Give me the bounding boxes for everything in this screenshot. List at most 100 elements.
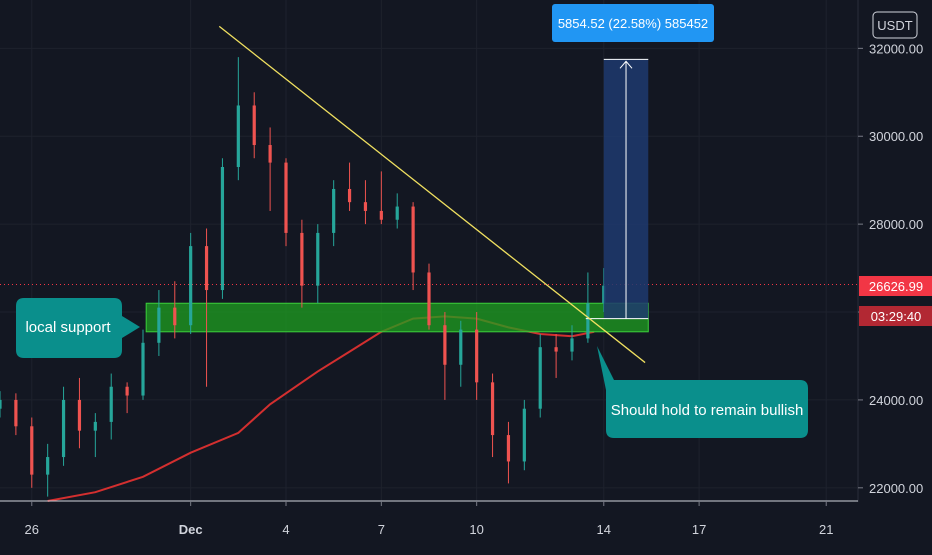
- candle: [125, 382, 129, 414]
- measure-label-box: [552, 4, 714, 42]
- candle-body: [93, 421, 97, 431]
- candle-body: [189, 246, 193, 326]
- candle-body: [61, 399, 66, 458]
- candle: [411, 202, 415, 291]
- candle-body: [395, 206, 399, 220]
- candle-body: [236, 105, 240, 167]
- price-tick-label: 24000.00: [869, 393, 923, 408]
- candle: [284, 158, 288, 247]
- candle: [61, 386, 66, 466]
- candle-body: [157, 307, 161, 343]
- candle: [379, 171, 383, 225]
- time-tick-label: 14: [597, 522, 611, 537]
- candle: [554, 334, 558, 378]
- candle: [252, 92, 256, 159]
- candle-body: [522, 408, 526, 462]
- candle: [427, 263, 431, 330]
- candle-body: [506, 435, 511, 462]
- last-price-label: 26626.99: [869, 279, 923, 294]
- price-tick-label: 30000.00: [869, 129, 923, 144]
- candle: [141, 329, 145, 400]
- callout-text: local support: [25, 319, 111, 336]
- candle: [363, 180, 368, 225]
- support-zone: [145, 302, 649, 333]
- candle: [268, 127, 272, 211]
- candle-body: [443, 325, 447, 365]
- measure-label-text: 5854.52 (22.58%) 585452: [558, 16, 708, 31]
- candle-body: [554, 347, 558, 352]
- candle: [236, 57, 240, 181]
- countdown-tag: [859, 306, 932, 326]
- price-tick-label: 28000.00: [869, 217, 923, 232]
- candle-body: [475, 329, 479, 383]
- time-tick-label: Dec: [179, 522, 203, 537]
- candle: [316, 224, 320, 304]
- candle-body: [14, 399, 18, 427]
- candle: [570, 325, 574, 361]
- candle: [46, 443, 50, 497]
- time-tick-label: 21: [819, 522, 833, 537]
- candle: [30, 417, 34, 488]
- candle: [506, 421, 511, 484]
- candle-body: [46, 457, 50, 475]
- candles-layer: [0, 57, 606, 497]
- callout-shape: [16, 298, 140, 358]
- candle-body: [490, 382, 495, 436]
- candle-body: [347, 188, 352, 203]
- candle: [586, 272, 590, 343]
- candle-body: [538, 347, 542, 409]
- candle-body: [379, 210, 383, 220]
- candle-body: [204, 246, 209, 291]
- candle: [395, 193, 399, 229]
- countdown-label: 03:29:40: [871, 309, 922, 324]
- currency-badge[interactable]: USDT: [872, 11, 918, 39]
- time-tick-label: 10: [469, 522, 483, 537]
- candle-body: [141, 342, 145, 396]
- candle: [300, 219, 304, 308]
- time-axis[interactable]: 26 Dec 4 7 10 14 17 21: [25, 501, 834, 537]
- price-tick-label: 22000.00: [869, 481, 923, 496]
- candle: [443, 312, 447, 400]
- candle: [77, 377, 82, 449]
- measure-arrow-head: [619, 60, 633, 69]
- candle-body: [332, 188, 336, 233]
- candle: [109, 373, 113, 440]
- candle-body: [316, 232, 320, 286]
- candle: [459, 320, 463, 387]
- measure-label: 5854.52 (22.58%) 585452: [552, 4, 714, 42]
- hold-callout: Should hold to remain bullish: [597, 346, 808, 438]
- candle: [522, 399, 526, 471]
- time-tick-label: 26: [25, 522, 39, 537]
- price-tick-label: 32000.00: [869, 41, 923, 56]
- currency-label: USDT: [877, 18, 912, 33]
- candle-body: [173, 307, 177, 326]
- candle-body: [109, 386, 113, 422]
- candle-body: [77, 399, 82, 431]
- candle-body: [220, 167, 225, 291]
- candle: [204, 228, 209, 387]
- candle-body: [300, 232, 304, 286]
- candle: [93, 413, 97, 458]
- trendline: [218, 25, 646, 364]
- candle: [173, 281, 177, 339]
- candle: [0, 391, 2, 418]
- candle: [14, 393, 18, 436]
- candle-body: [252, 105, 256, 146]
- candle-body: [363, 202, 368, 211]
- candle-body: [284, 162, 288, 233]
- trendline-layer: [218, 25, 646, 364]
- time-axis-background: [0, 502, 932, 550]
- candle-body: [570, 338, 574, 352]
- local-support-callout: local support: [16, 298, 140, 358]
- candle-body: [411, 206, 415, 273]
- price-tags: 26626.99 03:29:40: [859, 276, 932, 326]
- candle: [475, 312, 479, 400]
- candle-body: [0, 399, 2, 409]
- currency-badge-frame: [872, 11, 918, 39]
- candle: [157, 290, 161, 356]
- candle: [332, 180, 336, 247]
- candle: [189, 232, 193, 334]
- candle-body: [30, 426, 34, 475]
